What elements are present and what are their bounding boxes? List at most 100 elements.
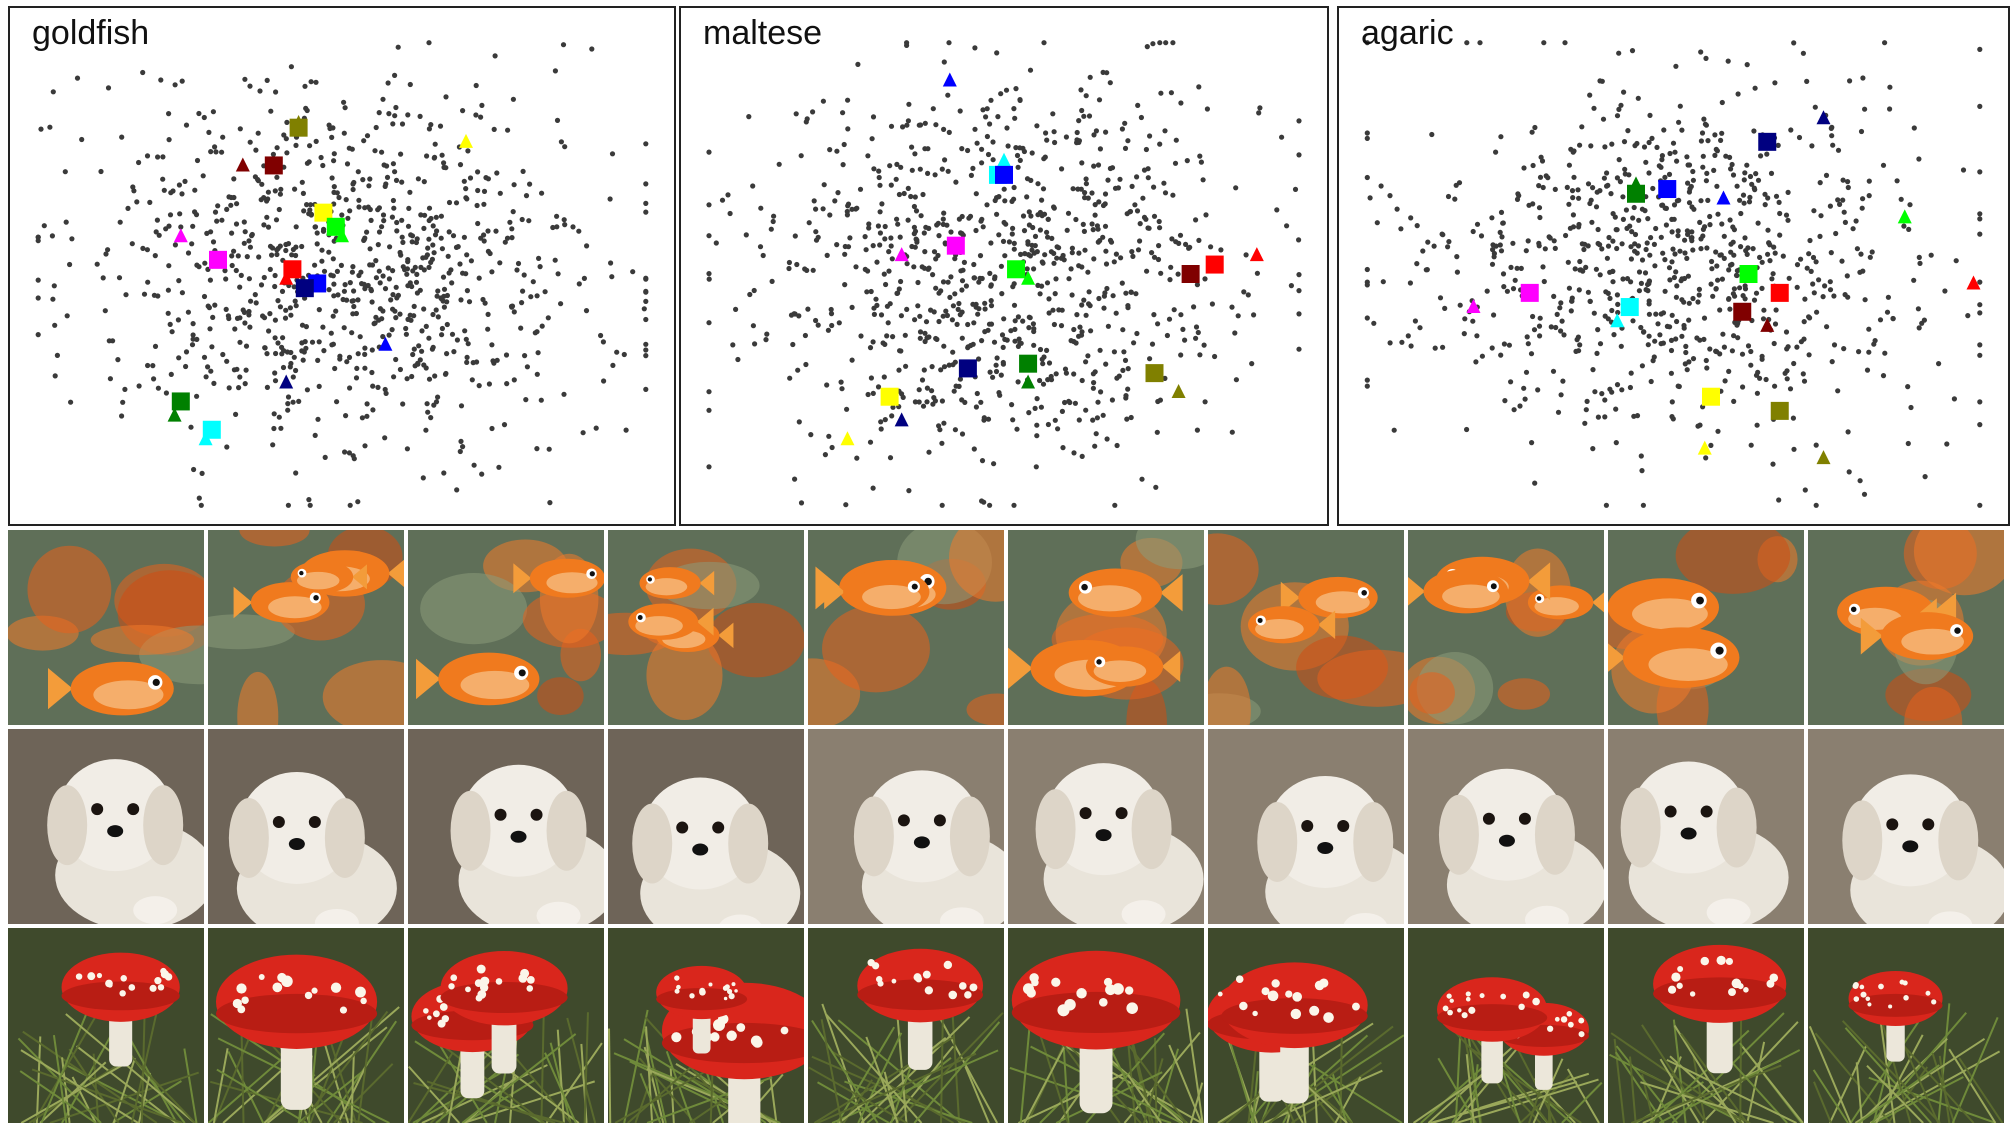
background-point — [621, 351, 627, 358]
background-point — [522, 353, 528, 359]
background-point — [1673, 336, 1679, 342]
background-point — [1800, 371, 1806, 377]
background-point — [580, 430, 586, 436]
background-point — [1591, 310, 1597, 316]
background-point — [1609, 307, 1615, 314]
background-point — [64, 313, 70, 319]
background-point — [1908, 404, 1914, 411]
background-point — [1634, 140, 1640, 147]
background-point — [285, 401, 291, 407]
background-point — [1977, 279, 1983, 285]
background-point — [866, 225, 872, 231]
background-point — [912, 194, 918, 200]
background-point — [341, 288, 347, 294]
background-point — [1089, 190, 1095, 196]
background-point — [956, 300, 962, 307]
background-point — [893, 176, 899, 182]
background-point — [1229, 304, 1235, 310]
background-point — [1771, 244, 1777, 250]
background-point — [461, 178, 467, 184]
background-point — [915, 303, 921, 309]
background-point — [1508, 264, 1514, 270]
background-point — [1431, 243, 1437, 249]
background-point — [1626, 172, 1632, 178]
background-point — [929, 364, 935, 370]
background-point — [794, 261, 800, 268]
background-point — [1090, 385, 1096, 391]
background-point — [1689, 204, 1695, 210]
background-point — [1616, 157, 1622, 163]
background-point — [1457, 302, 1463, 308]
background-point — [1161, 180, 1167, 186]
background-point — [1662, 205, 1668, 211]
background-point — [271, 425, 277, 432]
background-point — [461, 234, 467, 240]
background-point — [125, 205, 131, 211]
background-point — [1055, 426, 1061, 432]
background-point — [933, 285, 939, 291]
background-point — [844, 212, 850, 218]
background-point — [136, 383, 142, 389]
background-point — [1651, 241, 1657, 247]
background-point — [1452, 196, 1458, 202]
background-point — [1686, 300, 1692, 306]
background-point — [166, 137, 172, 143]
background-point — [1672, 149, 1678, 155]
background-point — [1802, 296, 1808, 302]
marker-square-7 — [1758, 132, 1777, 151]
background-point — [207, 326, 213, 332]
background-point — [234, 315, 241, 321]
background-point — [1525, 238, 1531, 244]
background-point — [359, 281, 365, 287]
background-point — [813, 237, 820, 243]
background-point — [321, 348, 327, 354]
marker-triangle-4 — [335, 228, 349, 243]
background-point — [1008, 328, 1014, 334]
background-point — [1798, 339, 1804, 345]
background-point — [534, 446, 540, 452]
background-point — [1498, 209, 1505, 215]
background-point — [79, 136, 85, 143]
background-point — [514, 267, 520, 273]
background-point — [151, 376, 157, 382]
background-point — [1497, 229, 1503, 235]
background-point — [1087, 74, 1093, 80]
background-point — [1922, 474, 1928, 480]
background-point — [607, 196, 613, 202]
background-point — [1738, 244, 1744, 250]
background-point — [1135, 102, 1141, 108]
background-point — [362, 351, 368, 357]
background-point — [1701, 336, 1707, 342]
background-point — [1414, 223, 1420, 229]
background-point — [321, 268, 328, 274]
background-point — [304, 202, 310, 208]
goldfish-image-tile — [1608, 530, 1804, 725]
background-point — [62, 169, 68, 175]
background-point — [1667, 150, 1673, 157]
background-point — [226, 315, 232, 322]
background-point — [1506, 342, 1512, 348]
background-point — [959, 278, 966, 284]
background-point — [1712, 152, 1718, 158]
background-point — [1554, 311, 1560, 317]
background-point — [798, 500, 805, 506]
background-point — [1673, 294, 1679, 300]
background-point — [237, 126, 243, 132]
background-point — [357, 334, 363, 340]
background-point — [835, 190, 841, 196]
background-point — [1662, 288, 1668, 294]
background-point — [1081, 113, 1087, 119]
background-point — [166, 263, 172, 269]
background-point — [208, 149, 214, 155]
background-point — [1638, 324, 1644, 331]
background-point — [52, 322, 58, 328]
background-point — [1233, 377, 1239, 383]
background-point — [255, 178, 261, 184]
background-point — [972, 126, 978, 132]
background-point — [990, 139, 996, 145]
background-point — [1536, 323, 1543, 329]
background-point — [453, 200, 460, 206]
background-point — [405, 223, 412, 229]
background-point — [1677, 103, 1683, 109]
background-point — [1585, 181, 1592, 187]
